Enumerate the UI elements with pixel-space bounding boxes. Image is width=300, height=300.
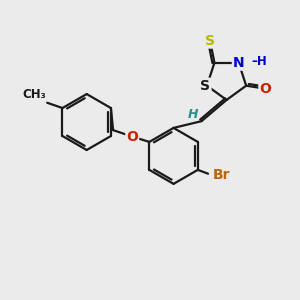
Text: O: O	[260, 82, 271, 96]
Text: –H: –H	[251, 55, 267, 68]
Text: N: N	[233, 56, 244, 70]
Text: O: O	[126, 130, 138, 144]
Text: Br: Br	[212, 168, 230, 182]
Text: S: S	[205, 34, 215, 48]
Text: CH₃: CH₃	[22, 88, 46, 101]
Text: S: S	[200, 79, 211, 93]
Text: H: H	[188, 108, 199, 121]
